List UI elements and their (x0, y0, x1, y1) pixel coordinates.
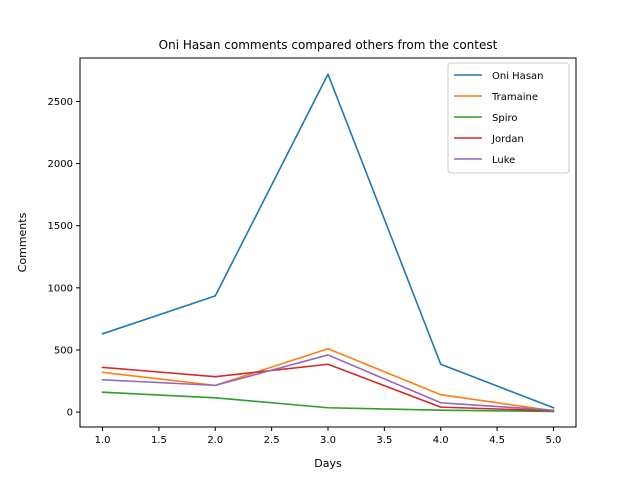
y-tick-label: 0 (67, 408, 73, 419)
y-tick-label: 500 (54, 345, 73, 356)
legend-box (447, 62, 570, 174)
series-line-jordan (101, 363, 555, 412)
series-line-luke (101, 354, 555, 412)
x-tick-label: 4.0 (433, 435, 449, 446)
legend-label-jordan: Jordan (491, 134, 524, 145)
y-axis-label: Comments (16, 212, 29, 272)
legend: Oni Hasan Tramaine Spiro Jordan Luke (447, 62, 570, 174)
y-tick-label: 2000 (48, 159, 73, 170)
y-axis: 0 500 1000 1500 2000 2500 (48, 97, 80, 419)
y-tick-label: 1000 (48, 283, 73, 294)
y-tick-label: 1500 (48, 221, 73, 232)
series-line-oni-hasan (101, 73, 555, 409)
x-tick-label: 2.0 (207, 435, 223, 446)
x-tick-label: 1.0 (95, 435, 111, 446)
series-line-spiro (101, 391, 555, 413)
x-tick-label: 3.5 (376, 435, 392, 446)
legend-label-tramaine: Tramaine (491, 92, 538, 103)
legend-label-oni-hasan: Oni Hasan (492, 71, 544, 82)
x-tick-label: 2.5 (264, 435, 280, 446)
series-line-tramaine (101, 347, 555, 412)
x-axis: 1.0 1.5 2.0 2.5 3.0 3.5 4.0 4.5 5.0 (95, 427, 562, 446)
legend-label-luke: Luke (492, 155, 515, 166)
x-tick-label: 4.5 (489, 435, 505, 446)
x-tick-label: 1.5 (151, 435, 167, 446)
plot-area (101, 73, 555, 413)
x-tick-label: 3.0 (320, 435, 336, 446)
x-axis-label: Days (314, 457, 342, 470)
chart-title: Oni Hasan comments compared others from … (159, 38, 498, 52)
x-tick-label: 5.0 (546, 435, 562, 446)
y-tick-label: 2500 (48, 97, 73, 108)
legend-label-spiro: Spiro (492, 113, 517, 124)
